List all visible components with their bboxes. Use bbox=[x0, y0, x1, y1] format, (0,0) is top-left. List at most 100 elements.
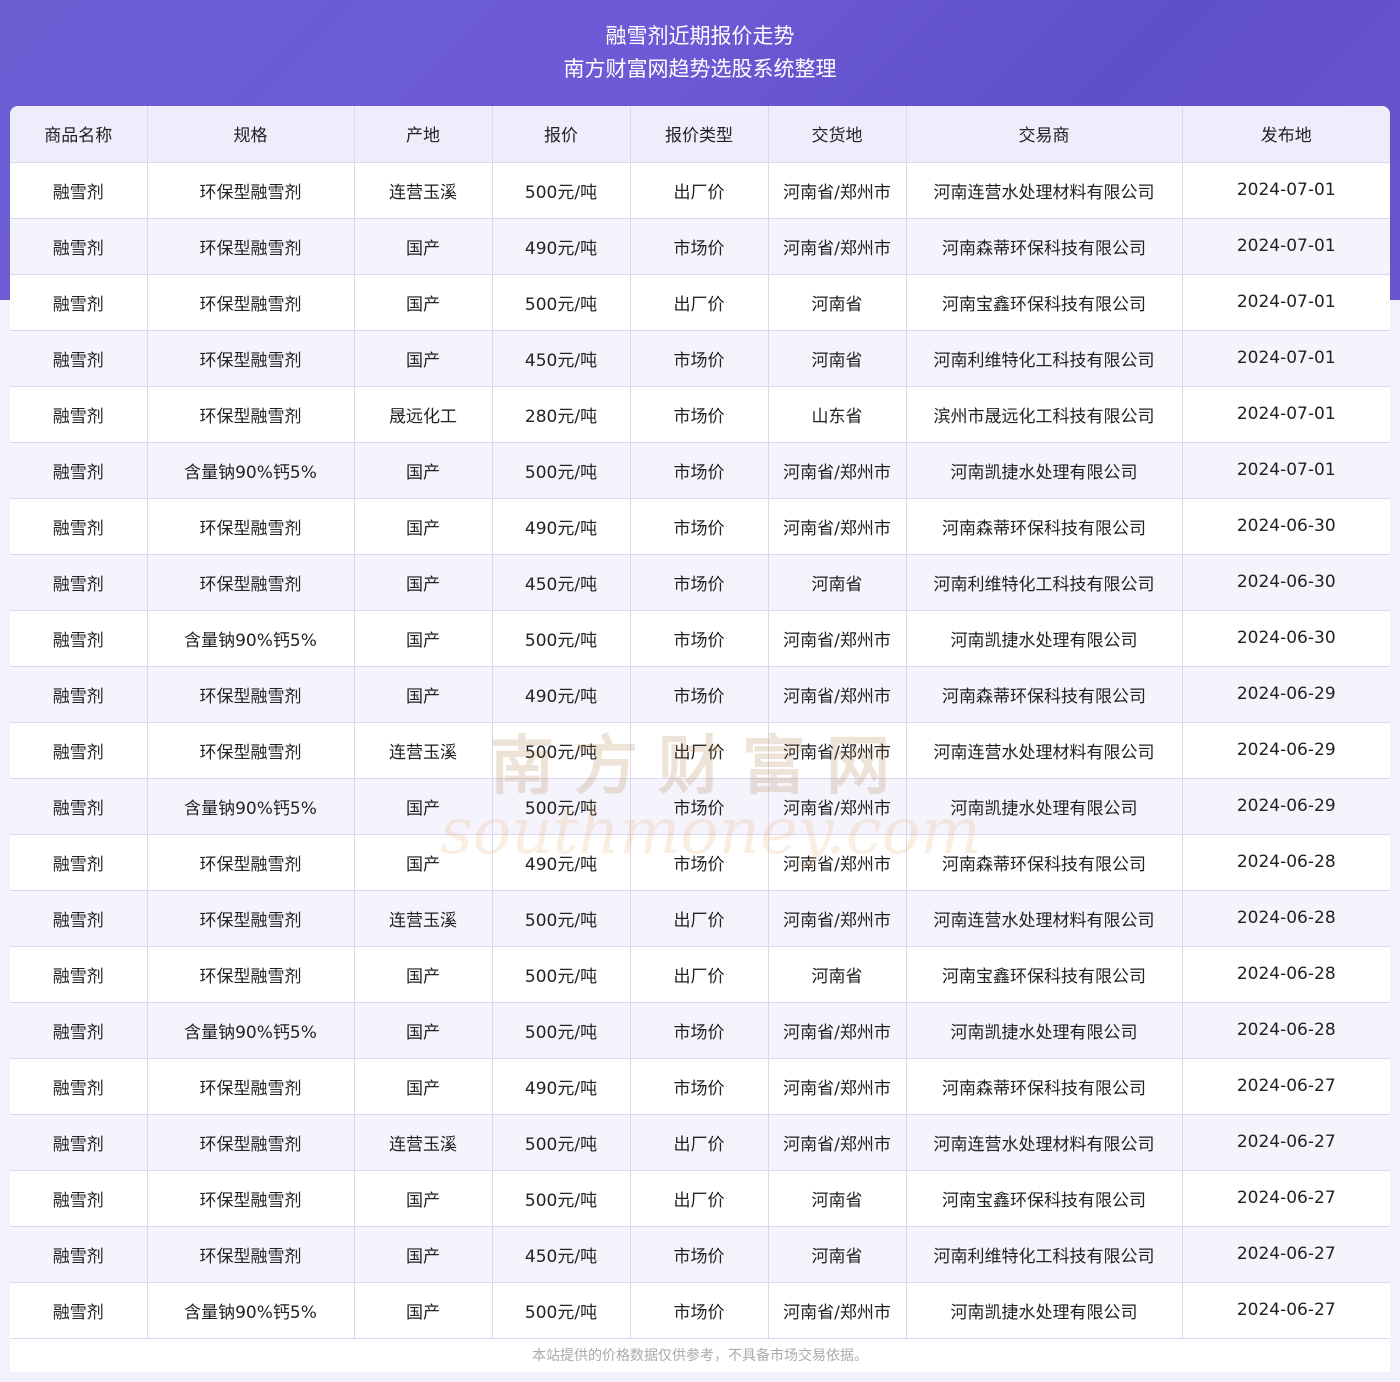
table-cell: 河南省/郑州市 bbox=[768, 890, 907, 947]
table-cell: 融雪剂 bbox=[10, 946, 148, 1003]
table-cell: 490元/吨 bbox=[492, 498, 631, 555]
table-cell: 国产 bbox=[354, 1002, 493, 1059]
table-cell: 500元/吨 bbox=[492, 946, 631, 1003]
table-cell: 国产 bbox=[354, 554, 493, 611]
table-cell: 500元/吨 bbox=[492, 442, 631, 499]
table-cell: 河南连营水处理材料有限公司 bbox=[906, 722, 1183, 779]
table-cell: 环保型融雪剂 bbox=[147, 1058, 355, 1115]
table-cell: 融雪剂 bbox=[10, 834, 148, 891]
table-cell: 市场价 bbox=[630, 498, 769, 555]
table-row: 融雪剂 环保型融雪剂 连营玉溪 500元/吨 出厂价 河南省/郑州市 河南连营水处理材料有限… bbox=[10, 162, 1390, 219]
table-row: 融雪剂 环保型融雪剂 国产 500元/吨 出厂价 河南省 河南宝鑫环保科技有限公司 2024-… bbox=[10, 1170, 1390, 1227]
table-cell: 2024-06-27 bbox=[1182, 1226, 1390, 1283]
table-cell: 环保型融雪剂 bbox=[147, 498, 355, 555]
table-cell: 市场价 bbox=[630, 554, 769, 611]
table-cell: 河南省/郑州市 bbox=[768, 1114, 907, 1171]
table-cell: 市场价 bbox=[630, 610, 769, 667]
table-cell: 融雪剂 bbox=[10, 1114, 148, 1171]
table-cell: 河南省/郑州市 bbox=[768, 442, 907, 499]
table-cell: 环保型融雪剂 bbox=[147, 218, 355, 275]
table-cell: 2024-07-01 bbox=[1182, 162, 1390, 219]
table-cell: 河南省/郑州市 bbox=[768, 162, 907, 219]
table-row: 融雪剂 环保型融雪剂 连营玉溪 500元/吨 出厂价 河南省/郑州市 河南连营水处理材料有限… bbox=[10, 1114, 1390, 1171]
table-cell: 2024-06-27 bbox=[1182, 1058, 1390, 1115]
table-row: 融雪剂 环保型融雪剂 连营玉溪 500元/吨 出厂价 河南省/郑州市 河南连营水处理材料有限… bbox=[10, 722, 1390, 779]
table-cell: 出厂价 bbox=[630, 1170, 769, 1227]
table-cell: 滨州市晟远化工科技有限公司 bbox=[906, 386, 1183, 443]
table-row: 融雪剂 环保型融雪剂 晟远化工 280元/吨 市场价 山东省 滨州市晟远化工科技有限公司 20… bbox=[10, 386, 1390, 443]
table-cell: 市场价 bbox=[630, 1002, 769, 1059]
table-cell: 2024-06-30 bbox=[1182, 554, 1390, 611]
table-cell: 490元/吨 bbox=[492, 834, 631, 891]
table-cell: 河南凯捷水处理有限公司 bbox=[906, 778, 1183, 835]
column-header: 交易商 bbox=[906, 106, 1183, 163]
table-cell: 融雪剂 bbox=[10, 1282, 148, 1339]
table-cell: 280元/吨 bbox=[492, 386, 631, 443]
table-cell: 融雪剂 bbox=[10, 610, 148, 667]
table-cell: 融雪剂 bbox=[10, 274, 148, 331]
column-header: 产地 bbox=[354, 106, 493, 163]
table-cell: 河南省 bbox=[768, 1226, 907, 1283]
table-cell: 河南连营水处理材料有限公司 bbox=[906, 162, 1183, 219]
table-row: 融雪剂 环保型融雪剂 国产 490元/吨 市场价 河南省/郑州市 河南森蒂环保科技有限公司 2… bbox=[10, 498, 1390, 555]
disclaimer: 本站提供的价格数据仅供参考，不具备市场交易依据。 bbox=[532, 1347, 868, 1364]
table-cell: 河南宝鑫环保科技有限公司 bbox=[906, 274, 1183, 331]
table-cell: 2024-06-28 bbox=[1182, 890, 1390, 947]
table-cell: 2024-06-29 bbox=[1182, 722, 1390, 779]
table-cell: 500元/吨 bbox=[492, 778, 631, 835]
table-cell: 市场价 bbox=[630, 1226, 769, 1283]
table-cell: 500元/吨 bbox=[492, 274, 631, 331]
table-cell: 国产 bbox=[354, 778, 493, 835]
table-cell: 河南省 bbox=[768, 330, 907, 387]
table-row: 融雪剂 含量钠90%钙5% 国产 500元/吨 市场价 河南省/郑州市 河南凯捷水处理有限公… bbox=[10, 610, 1390, 667]
table-cell: 融雪剂 bbox=[10, 162, 148, 219]
table-cell: 国产 bbox=[354, 610, 493, 667]
table-cell: 含量钠90%钙5% bbox=[147, 1002, 355, 1059]
table-cell: 490元/吨 bbox=[492, 218, 631, 275]
table-cell: 河南省/郑州市 bbox=[768, 722, 907, 779]
table-cell: 融雪剂 bbox=[10, 666, 148, 723]
table-cell: 市场价 bbox=[630, 1058, 769, 1115]
table-cell: 河南森蒂环保科技有限公司 bbox=[906, 666, 1183, 723]
table-cell: 国产 bbox=[354, 834, 493, 891]
table-cell: 环保型融雪剂 bbox=[147, 1170, 355, 1227]
column-header: 报价类型 bbox=[630, 106, 769, 163]
table-cell: 融雪剂 bbox=[10, 722, 148, 779]
table-cell: 融雪剂 bbox=[10, 330, 148, 387]
table-cell: 河南凯捷水处理有限公司 bbox=[906, 1002, 1183, 1059]
table-header-row: 商品名称 规格 产地 报价 报价类型 交货地 交易商 发布地 bbox=[10, 106, 1390, 163]
table-row: 融雪剂 环保型融雪剂 国产 450元/吨 市场价 河南省 河南利维特化工科技有限公司 2024… bbox=[10, 330, 1390, 387]
table-cell: 2024-06-29 bbox=[1182, 778, 1390, 835]
table-cell: 市场价 bbox=[630, 442, 769, 499]
table-cell: 出厂价 bbox=[630, 722, 769, 779]
table-row: 融雪剂 含量钠90%钙5% 国产 500元/吨 市场价 河南省/郑州市 河南凯捷水处理有限公… bbox=[10, 778, 1390, 835]
table-row: 融雪剂 含量钠90%钙5% 国产 500元/吨 市场价 河南省/郑州市 河南凯捷水处理有限公… bbox=[10, 1282, 1390, 1339]
table-cell: 河南宝鑫环保科技有限公司 bbox=[906, 946, 1183, 1003]
table-cell: 融雪剂 bbox=[10, 890, 148, 947]
column-header: 报价 bbox=[492, 106, 631, 163]
table-row: 融雪剂 环保型融雪剂 连营玉溪 500元/吨 出厂价 河南省/郑州市 河南连营水处理材料有限… bbox=[10, 890, 1390, 947]
table-cell: 河南连营水处理材料有限公司 bbox=[906, 1114, 1183, 1171]
table-cell: 含量钠90%钙5% bbox=[147, 778, 355, 835]
price-table: 商品名称 规格 产地 报价 报价类型 交货地 交易商 发布地 融雪剂 环保型融雪剂 连营玉溪 500… bbox=[10, 106, 1390, 1339]
table-cell: 连营玉溪 bbox=[354, 722, 493, 779]
table-cell: 融雪剂 bbox=[10, 218, 148, 275]
table-cell: 河南利维特化工科技有限公司 bbox=[906, 554, 1183, 611]
table-cell: 国产 bbox=[354, 1170, 493, 1227]
table-cell: 河南宝鑫环保科技有限公司 bbox=[906, 1170, 1183, 1227]
table-cell: 国产 bbox=[354, 330, 493, 387]
table-cell: 市场价 bbox=[630, 834, 769, 891]
table-cell: 河南凯捷水处理有限公司 bbox=[906, 442, 1183, 499]
table-cell: 融雪剂 bbox=[10, 778, 148, 835]
table-cell: 含量钠90%钙5% bbox=[147, 1282, 355, 1339]
table-cell: 河南省/郑州市 bbox=[768, 834, 907, 891]
table-cell: 国产 bbox=[354, 1282, 493, 1339]
table-cell: 融雪剂 bbox=[10, 1226, 148, 1283]
table-cell: 山东省 bbox=[768, 386, 907, 443]
table-cell: 2024-07-01 bbox=[1182, 442, 1390, 499]
table-cell: 450元/吨 bbox=[492, 1226, 631, 1283]
table-cell: 河南省 bbox=[768, 946, 907, 1003]
table-cell: 国产 bbox=[354, 946, 493, 1003]
table-cell: 融雪剂 bbox=[10, 554, 148, 611]
table-cell: 2024-06-28 bbox=[1182, 1002, 1390, 1059]
